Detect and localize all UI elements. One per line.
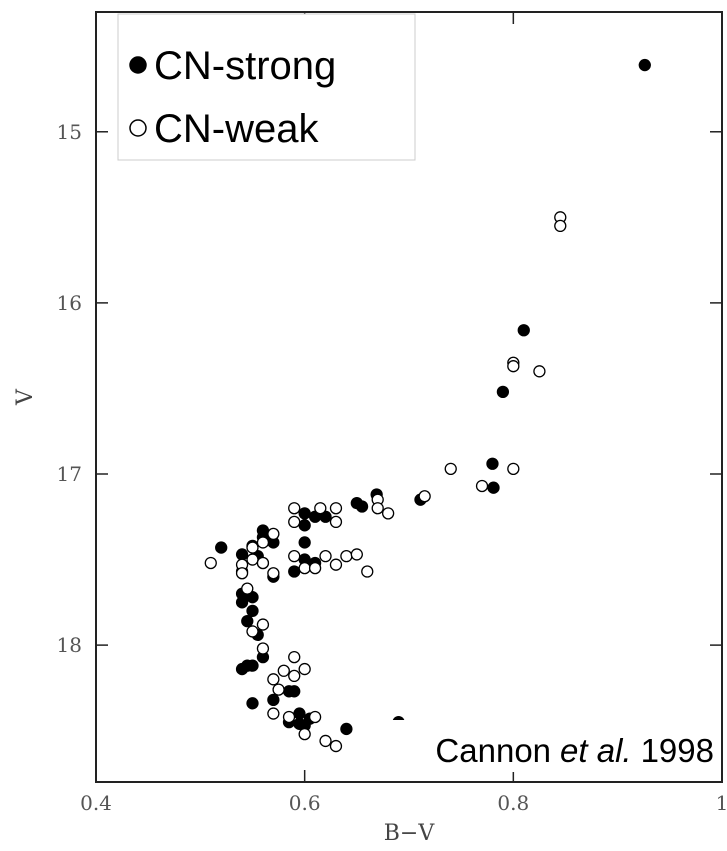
data-point [288, 669, 301, 683]
data-point [277, 664, 290, 677]
data-point [298, 727, 311, 741]
data-point [267, 567, 280, 580]
data-point [288, 502, 301, 515]
data-point [444, 462, 457, 476]
data-point [298, 519, 311, 532]
data-point [298, 507, 311, 520]
data-point [298, 662, 311, 676]
data-point [267, 707, 280, 720]
data-point [246, 697, 259, 710]
data-point [235, 596, 249, 609]
data-point [215, 541, 228, 554]
x-tick-label: 0.6 [289, 791, 321, 815]
data-point [256, 642, 270, 655]
y-axis-label: V [13, 388, 38, 406]
data-point [638, 58, 651, 72]
data-point [288, 565, 301, 578]
legend-marker [129, 56, 147, 74]
annotation-part: Cannon [435, 732, 551, 769]
data-point [288, 685, 301, 698]
plot-frame [95, 11, 723, 783]
annotation-part: et al. [560, 732, 632, 769]
data-point [507, 462, 520, 476]
data-point [241, 582, 254, 595]
legend-label: CN-weak [154, 107, 319, 151]
data-point [329, 515, 343, 529]
data-point [288, 650, 301, 664]
x-tick-label: 0.8 [497, 791, 529, 815]
data-point [267, 693, 280, 707]
data-point [246, 625, 259, 638]
data-point [314, 502, 327, 515]
data-point [241, 615, 254, 628]
data-point [371, 502, 384, 515]
data-point [298, 561, 311, 575]
data-point [282, 710, 296, 724]
data-point [329, 558, 343, 571]
data-point [288, 515, 301, 529]
annotation: Cannon et al. 1998 [435, 732, 714, 769]
data-point [298, 536, 311, 549]
y-tick-label: 15 [57, 120, 82, 144]
annotation-part: 1998 [641, 732, 714, 769]
data-point [308, 710, 322, 724]
data-point [517, 324, 530, 337]
data-point [272, 683, 285, 696]
data-point [361, 565, 374, 578]
data-point [418, 490, 431, 503]
data-point [329, 739, 343, 753]
data-point [350, 548, 363, 561]
legend-marker [129, 119, 147, 137]
data-point [533, 365, 546, 378]
y-tick-label: 17 [57, 462, 82, 486]
annotation-bg [362, 720, 718, 772]
data-point [308, 561, 322, 575]
data-point [256, 536, 270, 549]
legend-label: CN-strong [154, 44, 336, 88]
x-axis-label: B−V [384, 821, 436, 846]
data-point [340, 549, 353, 563]
data-point [267, 527, 280, 541]
data-point [293, 707, 306, 720]
data-point [204, 556, 217, 570]
data-point [355, 500, 369, 513]
data-point [246, 659, 259, 672]
data-point [235, 548, 249, 561]
data-point [496, 385, 510, 399]
y-tick-label: 16 [57, 291, 82, 315]
x-tick-label: 1 [716, 791, 727, 815]
data-point [256, 618, 270, 631]
data-point [235, 662, 249, 676]
data-point [235, 567, 249, 580]
data-point [267, 673, 280, 686]
data-point [340, 722, 353, 736]
x-tick-label: 0.4 [80, 791, 112, 815]
data-point [256, 556, 270, 570]
data-point [319, 549, 332, 563]
data-point [475, 479, 489, 493]
data-point [486, 457, 499, 470]
data-point [381, 507, 395, 520]
data-point [507, 360, 520, 373]
data-point [329, 502, 343, 515]
data-point [319, 734, 332, 748]
data-point [246, 553, 259, 566]
y-tick-label: 18 [57, 633, 82, 657]
data-point [246, 604, 259, 618]
legend-box [117, 13, 416, 161]
data-point [246, 541, 259, 554]
data-point [288, 549, 301, 563]
data-point [487, 481, 500, 494]
data-point [554, 219, 567, 233]
